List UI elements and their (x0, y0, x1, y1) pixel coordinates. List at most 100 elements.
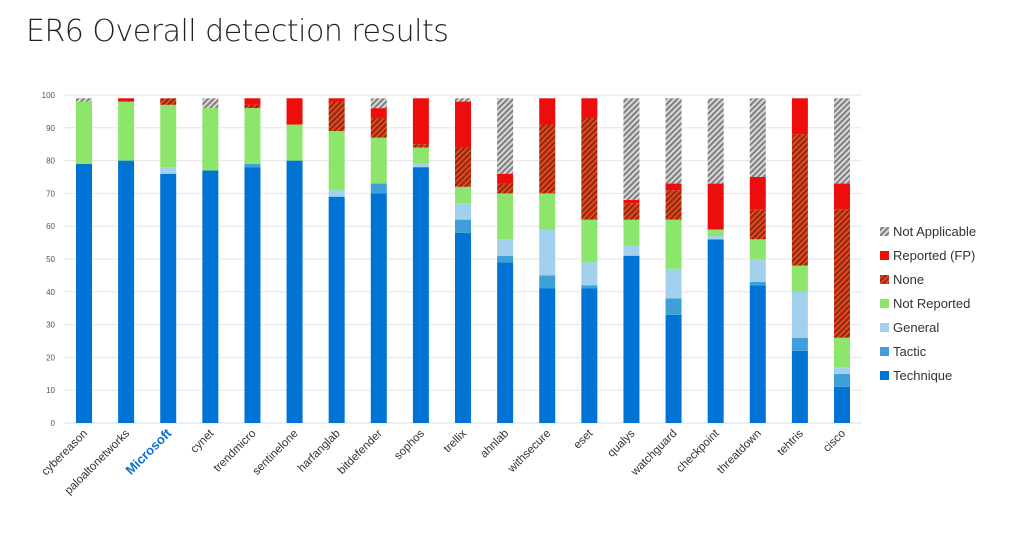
x-tick-label: withsecure (505, 428, 553, 476)
bar-segment-technique (118, 160, 135, 423)
bar-segment-not-reported (455, 186, 471, 204)
x-tick-label: Microsoft (122, 425, 174, 477)
legend-entry: Not Reported (893, 296, 970, 311)
y-tick-label: 50 (46, 255, 55, 264)
bar-segment-reported-fp (539, 98, 556, 125)
bar-segment-not-reported (665, 219, 682, 269)
bar-segment-none (328, 101, 345, 132)
x-tick-label: ahnlab (478, 428, 511, 461)
bar-segment-technique (497, 262, 514, 423)
legend-entry: Not Applicable (893, 224, 976, 239)
legend-entry: Tactic (893, 344, 927, 359)
bar-segment-general (665, 268, 682, 299)
x-tick-label: sophos (392, 427, 427, 462)
bar-segment-general (539, 229, 556, 276)
bar-segment-reported-fp (370, 108, 387, 118)
bar-segment-not-applicable (370, 98, 387, 109)
x-tick-label: eset (572, 427, 596, 451)
bar-segment-reported-fp (244, 98, 261, 105)
bar-segment-technique (623, 255, 640, 423)
bar-segment-not-applicable (455, 98, 471, 102)
bar-segment-not-applicable (749, 98, 766, 177)
bar-segment-reported-fp (497, 173, 514, 184)
bar-segment-reported-fp (749, 177, 766, 210)
bar-segment-technique (412, 167, 429, 423)
bar-segment-none (581, 117, 598, 220)
bar-segment-general (328, 190, 345, 197)
bar-segment-technique (328, 196, 345, 423)
x-tick-label: cynet (189, 427, 217, 455)
bar-segment-tactic (497, 255, 514, 263)
legend-swatch (880, 323, 889, 332)
bar-segment-technique (370, 193, 387, 423)
bar-segment-general (791, 291, 808, 338)
bar-segment-reported-fp (455, 101, 471, 148)
y-tick-label: 40 (46, 288, 55, 297)
bar-segment-tactic (749, 281, 766, 286)
bar-segment-none (834, 209, 850, 338)
bar-segment-not-reported (707, 229, 724, 237)
x-tick-label: qualys (606, 427, 638, 459)
bar-segment-none (160, 98, 177, 105)
bar-segment-general (497, 239, 514, 256)
bar-segment-technique (707, 239, 724, 423)
bar-segment-reported-fp (412, 98, 429, 145)
bar-segment-none (749, 209, 766, 240)
bar-segment-not-reported (581, 219, 598, 263)
bar-segment-none (791, 134, 808, 266)
bar-segment-general (160, 167, 177, 174)
bar-segment-technique (286, 160, 303, 423)
bar-segment-reported-fp (118, 98, 135, 102)
bar-segment-not-reported (160, 104, 177, 168)
y-tick-label: 90 (46, 124, 55, 133)
y-tick-label: 100 (42, 91, 56, 100)
bar-segment-reported-fp (286, 98, 303, 125)
legend-swatch (880, 299, 889, 308)
bar-segment-general (707, 236, 724, 240)
legend-swatch (880, 347, 889, 356)
bar-segment-not-reported (286, 124, 303, 161)
bar-segment-general (412, 163, 429, 168)
chart-title: ER6 Overall detection results (26, 14, 449, 49)
bar-segment-not-applicable (202, 98, 219, 109)
bar-segment-none (539, 124, 556, 194)
bar-segment-not-reported (749, 239, 766, 259)
bar-segment-not-applicable (497, 98, 514, 174)
bar-segment-not-applicable (665, 98, 682, 184)
bar-segment-tactic (791, 337, 808, 351)
bar-segment-tactic (244, 163, 261, 168)
bar-segment-none (665, 190, 682, 220)
y-tick-label: 30 (46, 321, 55, 330)
bar-segment-not-reported (412, 147, 429, 164)
bar-segment-technique (244, 167, 261, 423)
bar-segment-not-reported (791, 265, 808, 292)
bar-segment-technique (665, 314, 682, 423)
bar-segment-not-reported (244, 108, 261, 164)
bar-segment-general (749, 259, 766, 282)
bar-segment-tactic (455, 219, 471, 233)
y-tick-label: 60 (46, 222, 55, 231)
bar-segment-general (455, 203, 471, 220)
bar-segment-reported-fp (665, 183, 682, 191)
legend-entry: None (893, 272, 924, 287)
legend-swatch (880, 371, 889, 380)
legend-entry: General (893, 320, 939, 335)
x-tick-label: bitdefender (336, 428, 385, 477)
legend-swatch (880, 227, 889, 236)
legend-swatch (880, 275, 889, 284)
bar-segment-technique (791, 350, 808, 423)
bar-segment-not-reported (118, 101, 135, 161)
bar-segment-none (623, 203, 640, 220)
bar-segment-technique (76, 163, 92, 423)
bar-segment-none (497, 183, 514, 194)
y-tick-label: 80 (46, 157, 55, 166)
bar-segment-reported-fp (791, 98, 808, 135)
x-tick-label: cisco (821, 428, 848, 455)
bar-segment-general (834, 367, 850, 374)
legend-entry: Reported (FP) (893, 248, 975, 263)
bar-segment-tactic (665, 298, 682, 315)
x-tick-label: trellix (442, 427, 470, 455)
bar-segment-tactic (370, 183, 387, 194)
bar-segment-not-reported (370, 137, 387, 184)
